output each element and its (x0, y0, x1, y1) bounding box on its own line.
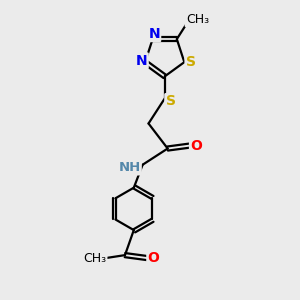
Text: CH₃: CH₃ (83, 252, 106, 265)
Text: S: S (166, 94, 176, 108)
Text: O: O (148, 251, 160, 265)
Text: CH₃: CH₃ (186, 13, 209, 26)
Text: S: S (186, 55, 196, 69)
Text: N: N (136, 54, 147, 68)
Text: N: N (148, 27, 160, 41)
Text: O: O (190, 139, 202, 153)
Text: NH: NH (118, 161, 140, 174)
